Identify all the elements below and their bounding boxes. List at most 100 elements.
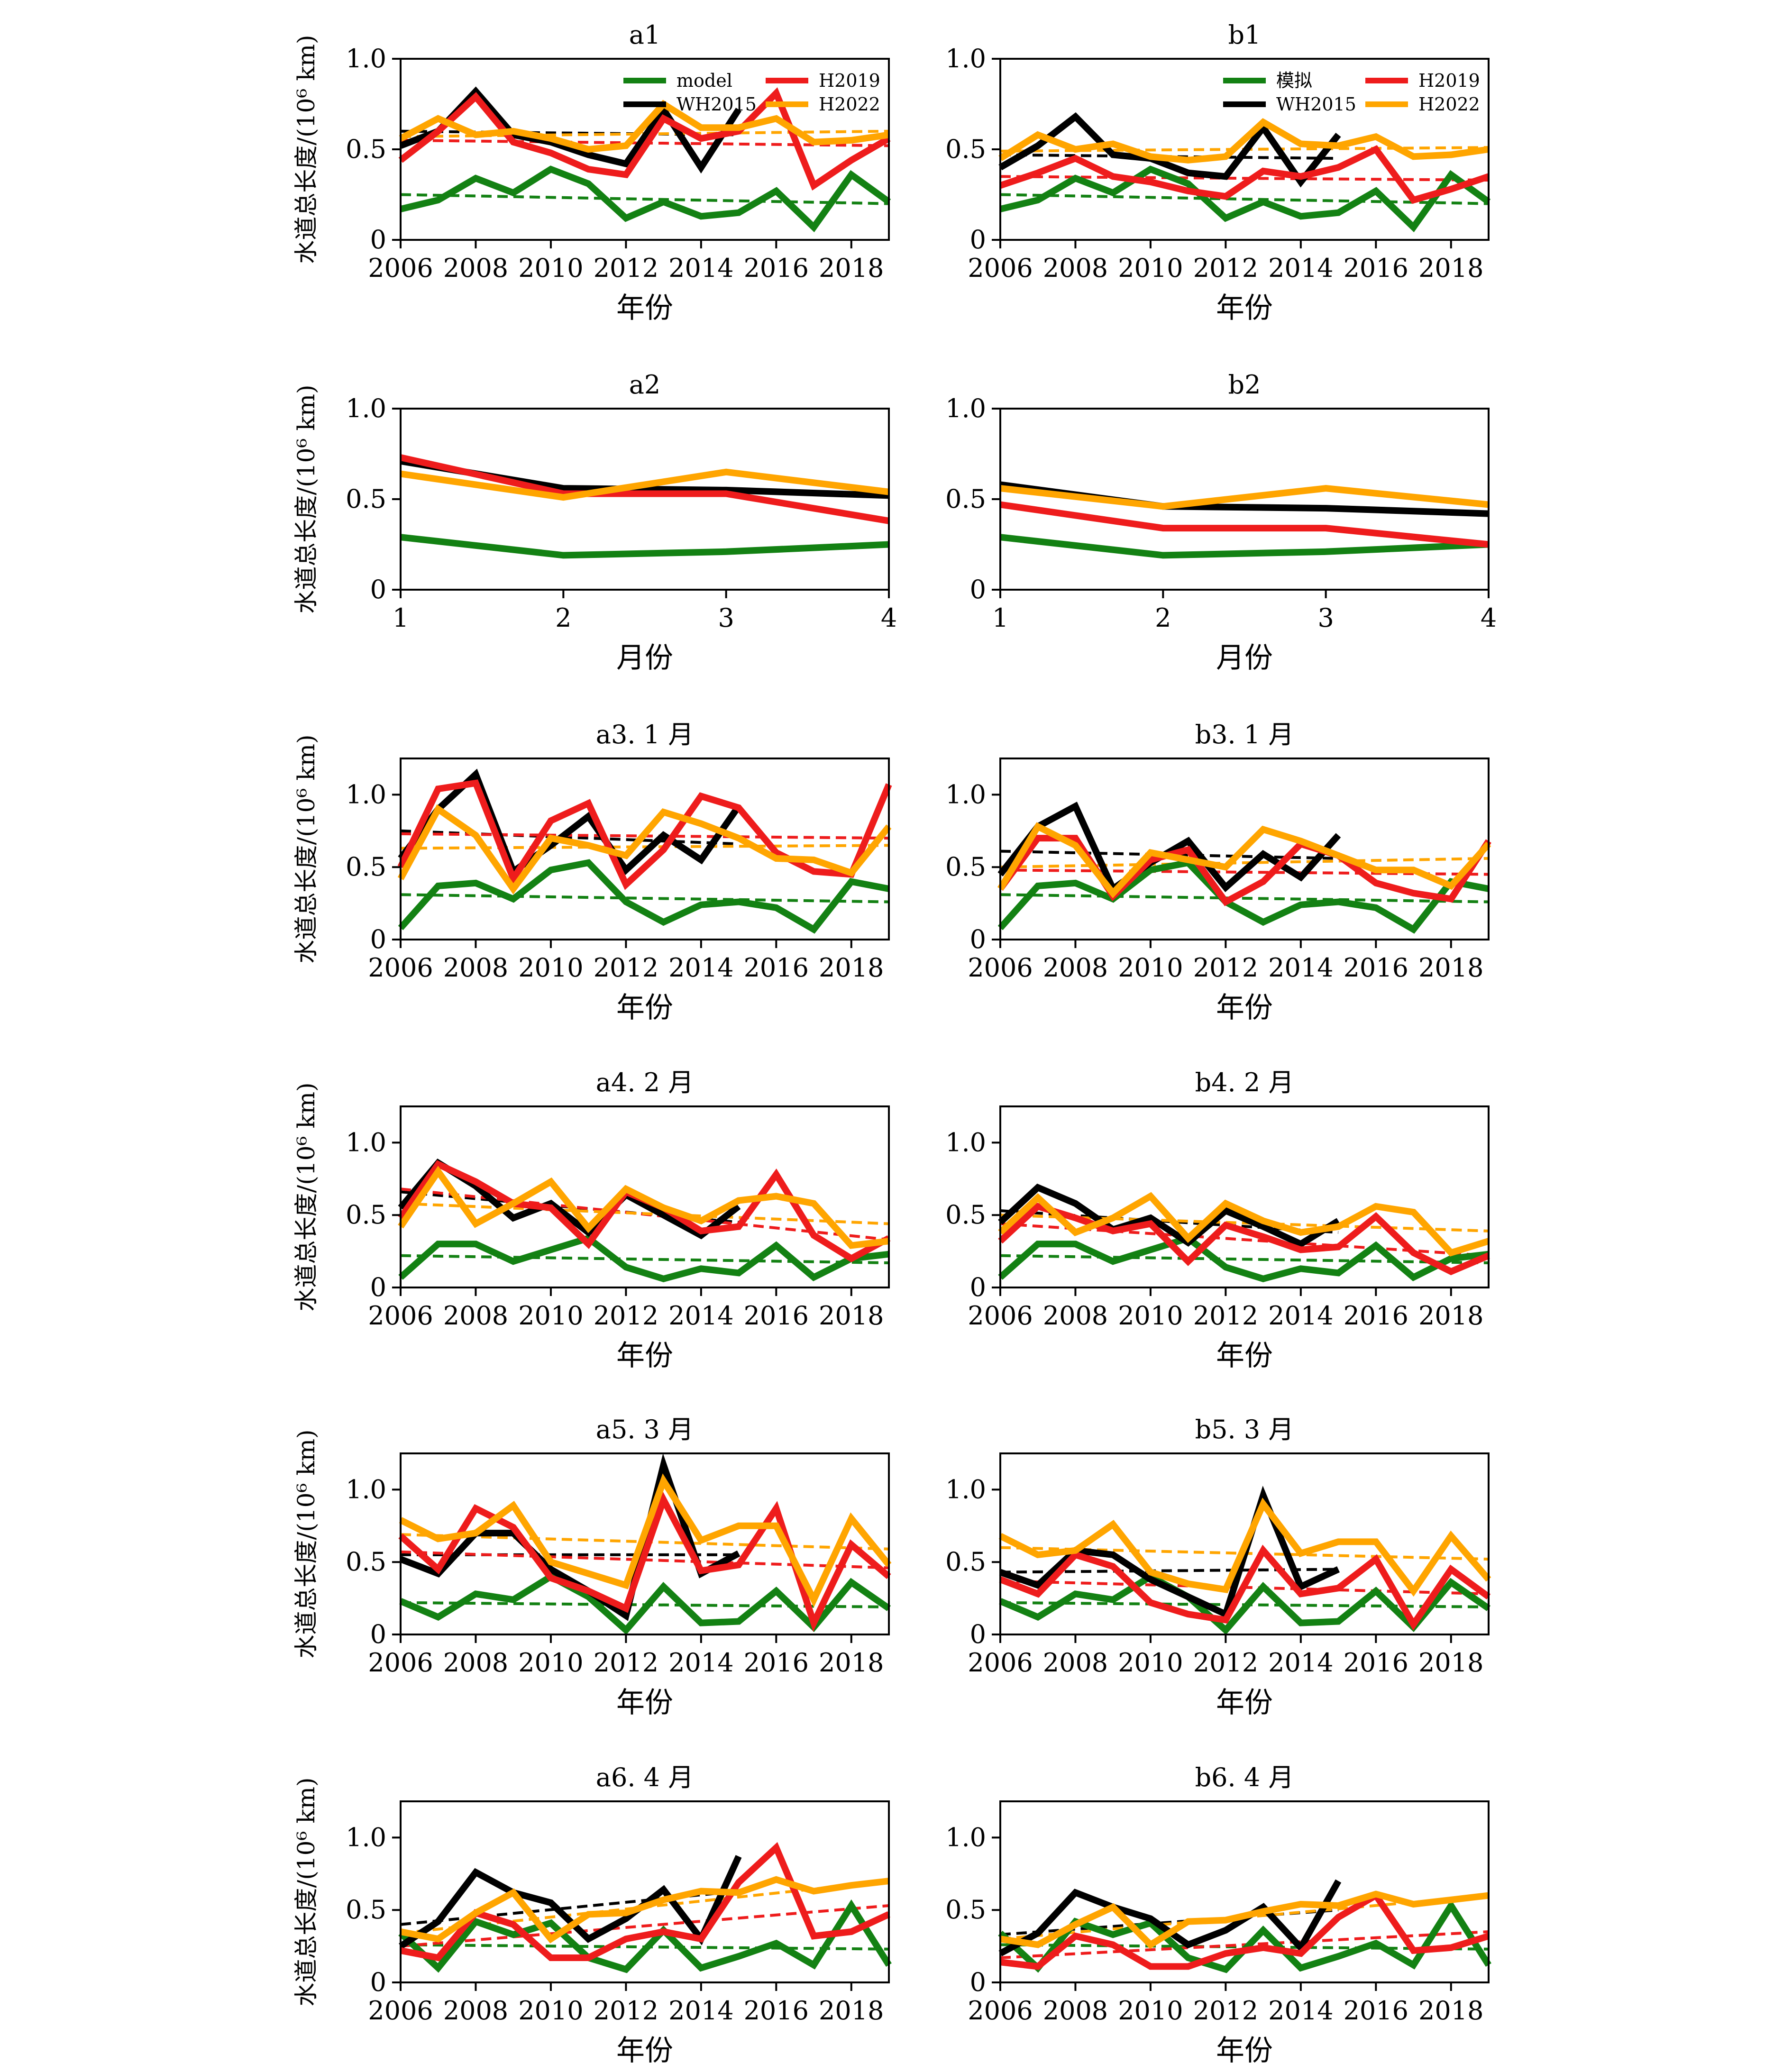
series-line-model [1000,534,1489,559]
series-line-model [398,859,890,934]
series-line-h2022 [997,822,1491,898]
series-line-model [400,165,891,232]
x-tick-label: 2016 [1344,1301,1408,1331]
series-line-h2022 [397,804,892,895]
panel-a3: a3. 1 月 2006 2008 2010 2012 2014 2016 2018 0 0.5 1… [293,720,892,1024]
x-tick-label: 2016 [744,953,809,983]
panel-b5: b5. 3 月 2006 2008 2010 2012 2014 2016 2018 0 0.5 1… [945,1415,1491,1719]
panel-a1: a1 2006 2008 2010 2012 2014 2016 2018 0 0.5 1.0 年份 水… [293,20,891,325]
x-tick-label: 2008 [443,253,508,283]
x-axis-label: 月份 [1216,641,1273,675]
y-tick-label: 0 [970,924,986,954]
series-line-wh2015 [398,768,741,877]
x-tick-label: 2006 [368,1648,433,1678]
x-axis-label: 年份 [616,292,673,325]
y-tick-label: 0 [970,1619,986,1649]
x-tick-label: 2006 [968,1301,1033,1331]
series-line-h2022 [998,1497,1491,1597]
x-tick-label: 2008 [443,1996,508,2026]
series-line-h2022 [400,468,889,501]
x-tick-label: 2008 [1043,253,1108,283]
x-axis-label: 年份 [1216,2034,1273,2063]
series-line-wh2015 [399,1453,741,1621]
trend-line-model [400,893,889,904]
x-tick-label: 2012 [594,953,658,983]
plot-frame [400,1452,890,1635]
plot-frame [999,758,1490,940]
legend-label: H2022 [1418,94,1480,115]
x-tick-label: 2016 [744,1301,809,1331]
x-tick-label: 2012 [594,253,658,283]
y-tick-label: 0 [370,1272,386,1302]
x-tick-label: 2010 [1118,953,1183,983]
series-line-h2019 [397,779,892,890]
series-lines [998,1879,1491,1973]
x-tick-label: 2008 [1043,1648,1108,1678]
panel-b4: b4. 2 月 2006 2008 2010 2012 2014 2016 2018 0 0.5 1… [945,1068,1490,1372]
plot-frame [999,1800,1490,1983]
series-line-h2019 [997,835,1491,906]
x-tick-label: 2014 [1268,1648,1333,1678]
y-axis-label: 水道总长度/(10⁶ km) [293,1777,320,2006]
panel-title: a3. 1 月 [596,720,694,749]
series-line-model [398,1899,892,1973]
legend-label: H2022 [819,94,880,115]
trend-line-model [400,1254,889,1265]
x-tick-label: 1 [992,603,1008,633]
series-line-h2019 [398,1491,891,1632]
x-tick-label: 2008 [1043,1996,1108,2026]
series-line-h2022 [398,1166,889,1249]
x-tick-label: 2010 [1118,1301,1183,1331]
x-tick-label: 2018 [819,1648,884,1678]
x-tick-label: 2012 [1193,953,1258,983]
x-tick-label: 2012 [594,1301,658,1331]
x-tick-label: 2014 [668,1648,733,1678]
x-tick-label: 2016 [744,1996,809,2026]
series-line-h2022 [399,1473,892,1607]
x-tick-label: 2018 [1418,953,1483,983]
y-tick-label: 1.0 [346,393,386,423]
panel-title: a2 [629,370,661,400]
x-tick-label: 2006 [368,953,433,983]
x-axis-label: 月份 [616,641,673,675]
x-tick-label: 2006 [368,253,433,283]
y-tick-label: 0.5 [346,852,386,882]
x-tick-label: 2010 [1118,1996,1183,2026]
y-tick-label: 0.5 [945,1547,986,1577]
x-tick-label: 2006 [968,1996,1033,2026]
x-tick-label: 2006 [968,253,1033,283]
x-tick-label: 2018 [819,953,884,983]
x-tick-label: 2008 [443,1301,508,1331]
panel-title: b1 [1228,20,1261,50]
x-tick-label: 3 [718,603,734,633]
series-line-model [998,1234,1489,1282]
x-tick-label: 2016 [1344,1996,1408,2026]
x-tick-label: 2010 [1118,1648,1183,1678]
plot-frame [400,758,890,940]
legend-label: 模拟 [1276,70,1312,91]
series-lines [397,768,892,934]
x-tick-label: 2018 [819,1301,884,1331]
trend-line-h2019 [400,1904,889,1948]
panel-a4: a4. 2 月 2006 2008 2010 2012 2014 2016 2018 0 0.5 1… [293,1068,891,1372]
x-axis-label: 年份 [1216,991,1273,1024]
y-tick-label: 1.0 [945,1127,986,1157]
y-axis-label: 水道总长度/(10⁶ km) [293,35,320,264]
y-tick-label: 0.5 [346,1547,386,1577]
panel-b2: b2 1 2 3 4 0 0.5 1.0 月份 [945,370,1497,675]
y-tick-label: 1.0 [945,1474,986,1504]
series-lines [398,1453,892,1635]
series-line-h2019 [400,454,890,524]
x-axis-label: 年份 [616,1339,673,1372]
trend-lines [1000,849,1489,904]
x-tick-label: 2010 [518,253,583,283]
x-tick-label: 2 [1155,603,1171,633]
series-line-wh2015 [999,1486,1340,1619]
series-line-h2022 [998,1192,1490,1257]
series-line-wh2015 [399,1855,742,1949]
series-line-wh2015 [998,1183,1340,1248]
series-line-model [398,1234,889,1282]
panel-b3: b3. 1 月 2006 2008 2010 2012 2014 2016 2018 0 0.5 1… [945,720,1491,1024]
legend-label: model [677,70,732,91]
y-tick-label: 0.5 [346,484,386,514]
